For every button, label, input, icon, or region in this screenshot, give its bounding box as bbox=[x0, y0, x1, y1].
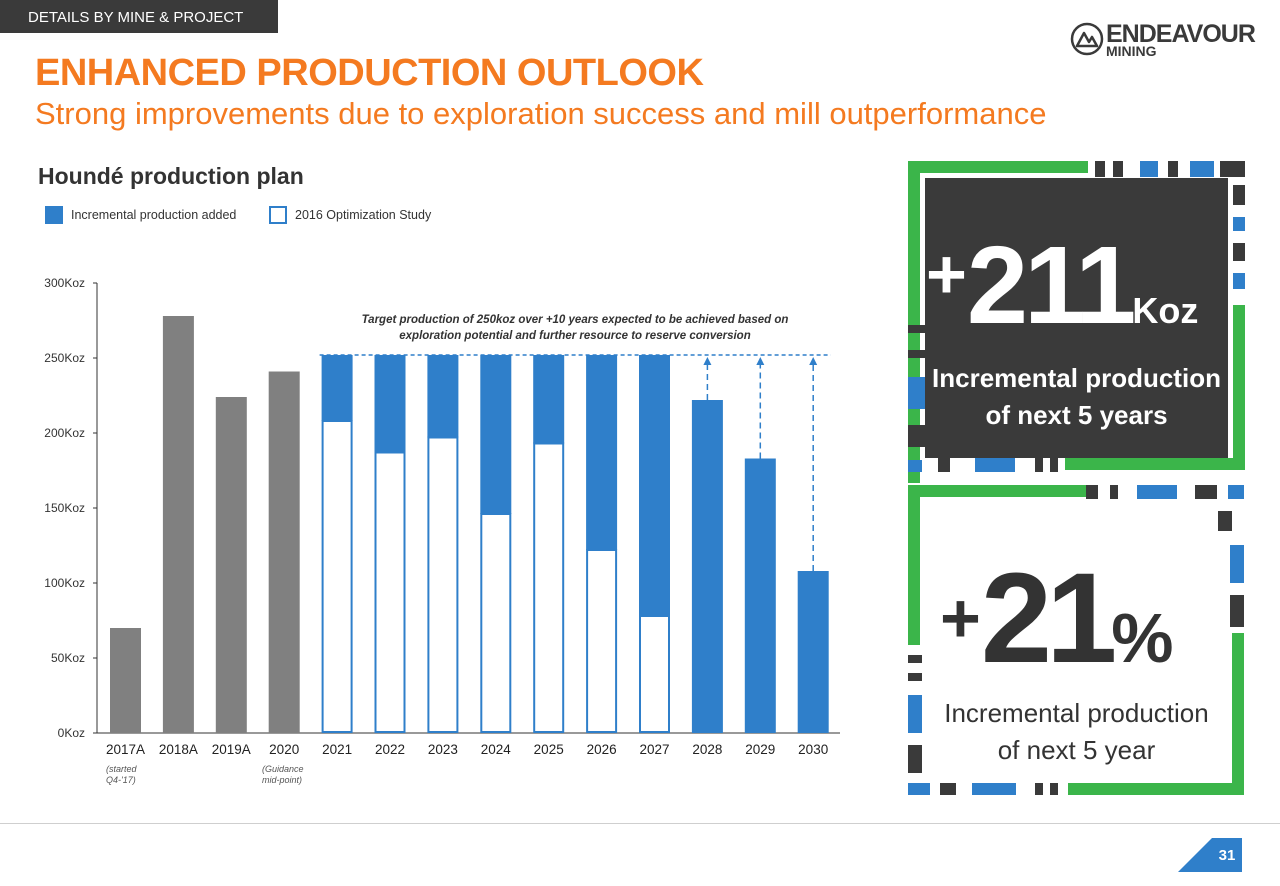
bar-optimization-2024 bbox=[480, 513, 512, 733]
bar-optimization-2027 bbox=[639, 615, 670, 733]
kpi2-label: Incremental production of next 5 year bbox=[925, 695, 1228, 769]
legend-swatch-outline bbox=[269, 206, 287, 224]
gap-arrow-head-icon bbox=[703, 357, 712, 365]
x-tick-label: 2025 bbox=[534, 742, 564, 757]
x-tick-label: 2018A bbox=[159, 742, 198, 757]
target-annotation-line: Target production of 250koz over +10 yea… bbox=[362, 314, 789, 326]
x-tick-label: 2027 bbox=[639, 742, 669, 757]
page-number-badge-icon bbox=[1178, 838, 1242, 872]
kpi2-unit: % bbox=[1111, 599, 1174, 677]
bar-actual-2019A bbox=[215, 397, 247, 733]
x-tick-label: 2021 bbox=[322, 742, 352, 757]
kpi-incremental-koz-panel bbox=[925, 178, 1228, 458]
x-tick-label: 2023 bbox=[428, 742, 458, 757]
y-tick-label: 200Koz bbox=[44, 426, 85, 440]
kpi1-label-line1: Incremental production bbox=[932, 363, 1221, 393]
x-tick-label: 2029 bbox=[745, 742, 775, 757]
x-tick-label: 2026 bbox=[587, 742, 617, 757]
bar-incremental-2021 bbox=[321, 355, 353, 421]
bar-optimization-2025 bbox=[533, 442, 565, 733]
page-subtitle: Strong improvements due to exploration s… bbox=[35, 96, 1047, 131]
kpi-incremental-koz: +211Koz bbox=[926, 222, 1226, 349]
x-tick-label: 2028 bbox=[692, 742, 722, 757]
bar-optimization-2026 bbox=[586, 549, 618, 733]
kpi1-plus: + bbox=[926, 235, 967, 313]
bar-incremental-2028 bbox=[691, 400, 723, 733]
company-logo: ENDEAVOUR MINING bbox=[1070, 20, 1256, 59]
bar-incremental-2030 bbox=[797, 571, 829, 733]
note-2020-line1: (Guidance bbox=[262, 764, 304, 774]
bar-incremental-2023 bbox=[427, 355, 459, 438]
gap-arrow-head-icon bbox=[756, 357, 765, 365]
y-tick-label: 50Koz bbox=[51, 651, 85, 665]
bar-incremental-2029 bbox=[744, 458, 776, 733]
kpi2-plus: + bbox=[940, 579, 981, 657]
bar-optimization-2023 bbox=[427, 436, 459, 733]
logo-mark-icon bbox=[1070, 22, 1104, 56]
production-bar-chart: 0Koz 50Koz 100Koz 150Koz 200Koz 250Koz 300Koz 2… bbox=[44, 276, 840, 757]
x-tick-label: 2024 bbox=[481, 742, 512, 757]
note-2020-line2: mid-point) bbox=[262, 775, 303, 785]
bar-actual-2020 bbox=[268, 371, 300, 733]
note-2017: (started Q4-'17) bbox=[106, 764, 137, 786]
legend-label-optimization: 2016 Optimization Study bbox=[295, 208, 432, 222]
page-number: 31 bbox=[1218, 847, 1236, 864]
x-tick-label: 2022 bbox=[375, 742, 405, 757]
x-tick-label: 2030 bbox=[798, 742, 828, 757]
note-2020: (Guidance mid-point) bbox=[262, 764, 304, 786]
y-tick-label: 250Koz bbox=[44, 351, 85, 365]
note-2017-line1: (started bbox=[106, 764, 137, 774]
kpi1-value: 211 bbox=[966, 224, 1136, 347]
kpi-frame-decoration bbox=[908, 161, 1245, 795]
legend-item-optimization: 2016 Optimization Study bbox=[269, 206, 431, 224]
chart-title: Houndé production plan bbox=[38, 163, 304, 189]
y-tick-label: 150Koz bbox=[44, 501, 85, 515]
gap-arrow-head-icon bbox=[809, 357, 818, 365]
footer-divider bbox=[0, 823, 1280, 824]
bar-optimization-2021 bbox=[321, 420, 353, 733]
kpi-incremental-percent: +21% bbox=[940, 545, 1174, 692]
x-tick-label: 2017A bbox=[106, 742, 145, 757]
bar-actual-2017A bbox=[110, 628, 141, 733]
bar-actual-2018A bbox=[162, 316, 194, 733]
kpi1-label: Incremental production of next 5 years bbox=[925, 360, 1228, 434]
kpi1-label-line2: of next 5 years bbox=[985, 400, 1168, 430]
bar-incremental-2026 bbox=[586, 355, 618, 550]
y-tick-label: 100Koz bbox=[44, 576, 85, 590]
y-tick-label: 300Koz bbox=[44, 276, 85, 290]
kpi2-value: 21 bbox=[980, 547, 1117, 690]
bar-incremental-2027 bbox=[639, 355, 670, 616]
x-tick-label: 2020 bbox=[269, 742, 299, 757]
y-tick-label: 0Koz bbox=[58, 726, 85, 740]
target-annotation-line: exploration potential and further resour… bbox=[399, 330, 750, 342]
legend-item-incremental: Incremental production added bbox=[45, 206, 236, 224]
kpi1-unit: Koz bbox=[1132, 290, 1199, 331]
bar-incremental-2024 bbox=[480, 355, 512, 514]
legend-swatch-filled bbox=[45, 206, 63, 224]
x-tick-label: 2019A bbox=[212, 742, 251, 757]
bar-optimization-2022 bbox=[374, 451, 406, 733]
legend-label-incremental: Incremental production added bbox=[71, 208, 237, 222]
logo-text-mining: MINING bbox=[1106, 43, 1157, 59]
bar-incremental-2025 bbox=[533, 355, 565, 444]
section-tag: DETAILS BY MINE & PROJECT bbox=[0, 0, 278, 33]
bar-incremental-2022 bbox=[374, 355, 406, 453]
note-2017-line2: Q4-'17) bbox=[106, 775, 136, 785]
logo-text-endeavour: ENDEAVOUR bbox=[1106, 20, 1256, 48]
kpi2-label-line1: Incremental production bbox=[944, 698, 1209, 728]
page-title: ENHANCED PRODUCTION OUTLOOK bbox=[35, 52, 704, 94]
kpi2-label-line2: of next 5 year bbox=[997, 735, 1156, 765]
